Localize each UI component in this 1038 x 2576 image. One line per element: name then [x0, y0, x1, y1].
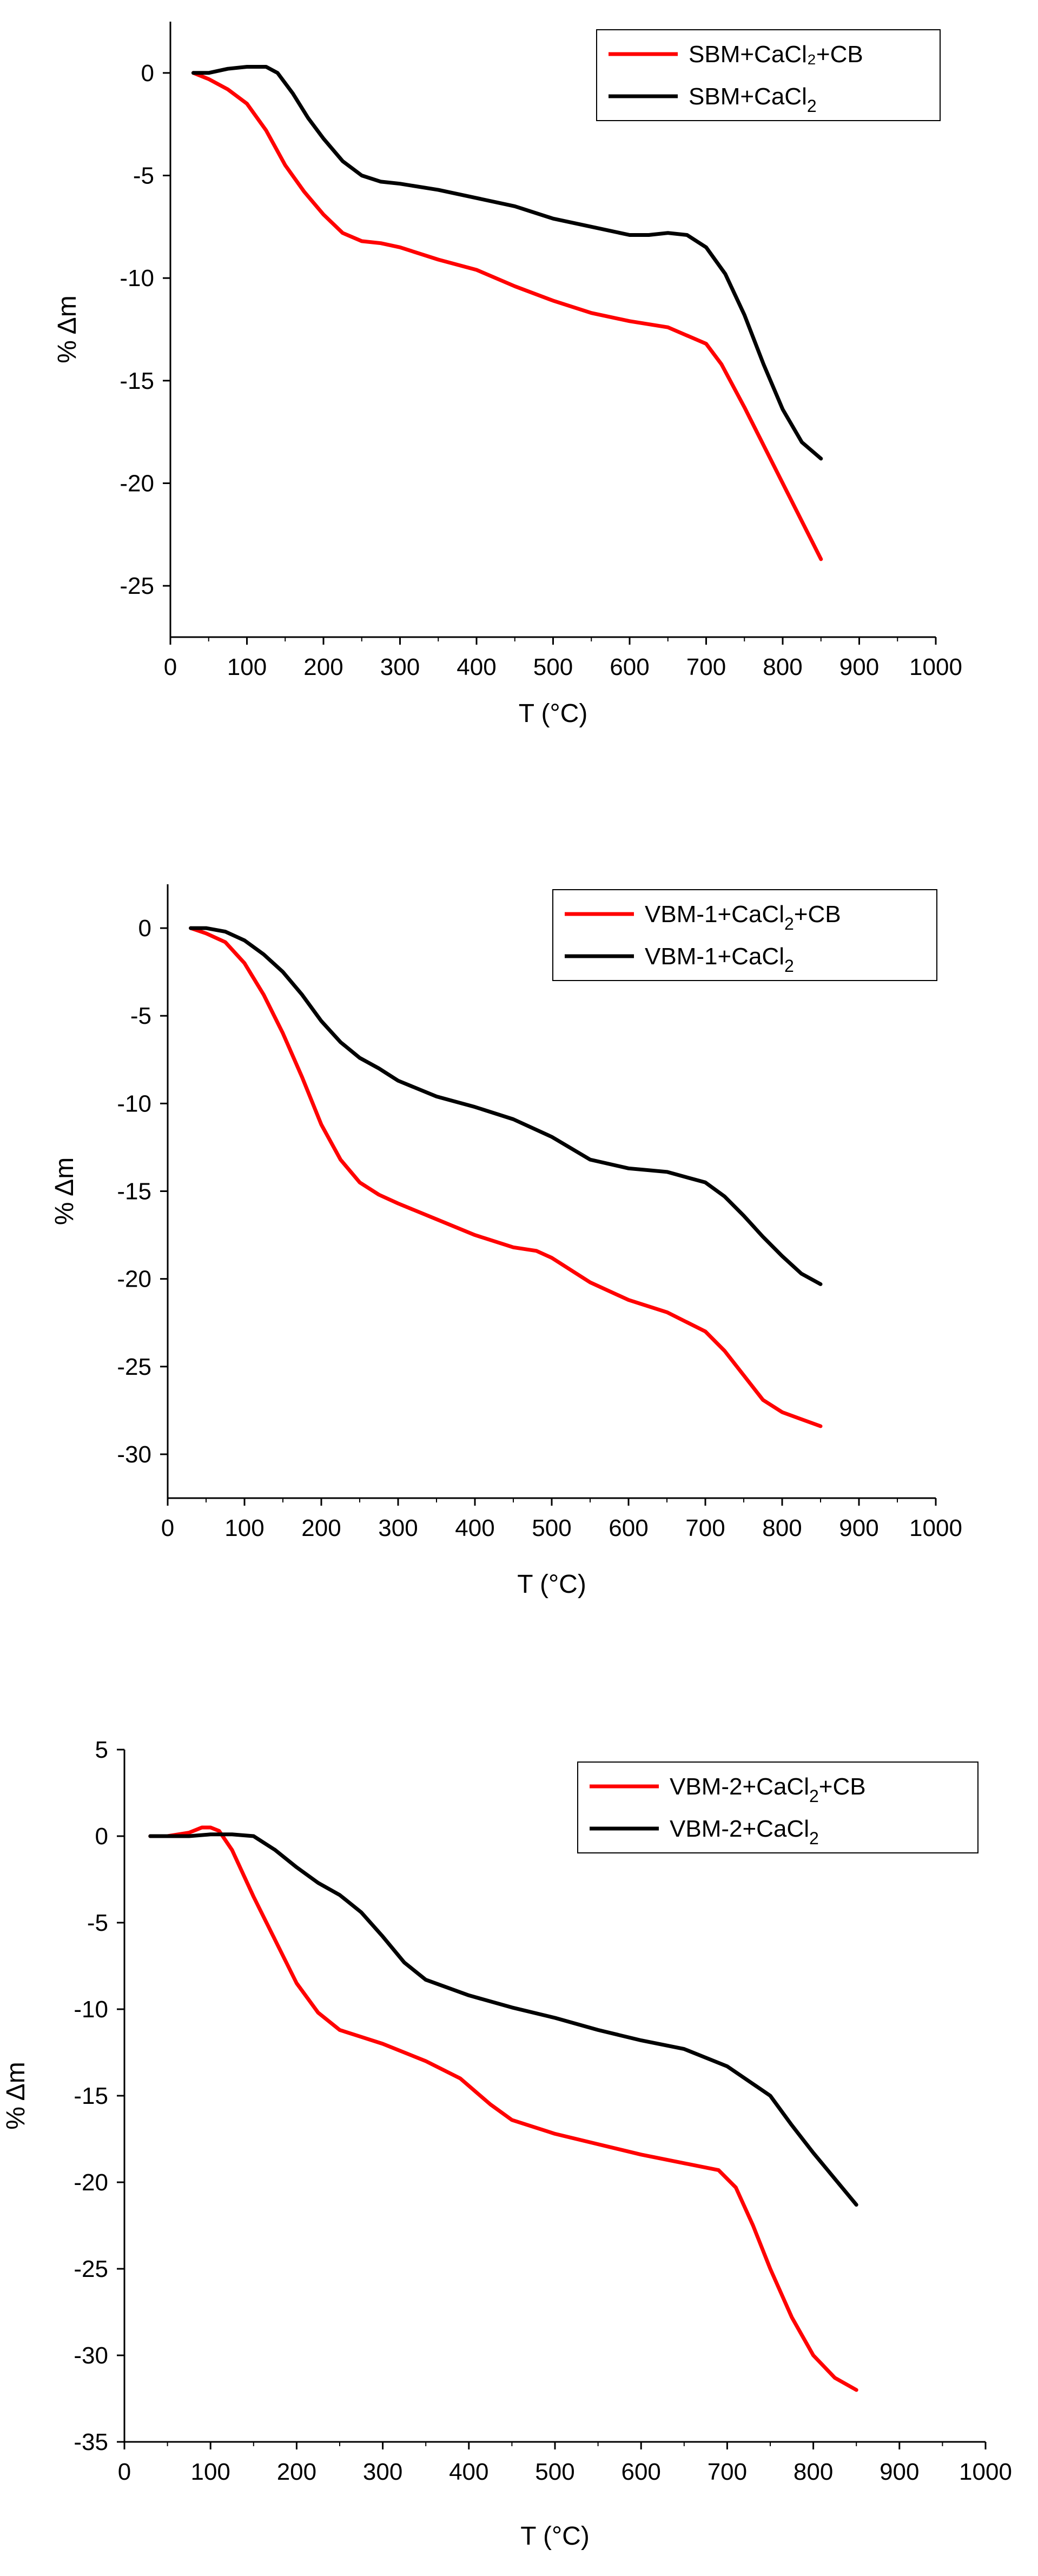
legend-label: VBM-1+CaCl2	[645, 943, 794, 976]
x-axis-title: T (°C)	[520, 2522, 590, 2551]
legend-label-subscript: 2	[784, 914, 794, 933]
legend-label-tail: +CB	[819, 1773, 866, 1800]
y-tick-label: 0	[138, 915, 151, 942]
x-tick-label: 600	[609, 1515, 648, 1541]
x-tick-label: 600	[621, 2459, 660, 2485]
y-tick-label: -25	[120, 573, 154, 599]
x-tick-label: 100	[190, 2459, 230, 2485]
x-tick-label: 1000	[959, 2459, 1012, 2485]
x-tick-label: 300	[363, 2459, 402, 2485]
y-tick-label: -20	[117, 1266, 151, 1293]
y-tick-label: -15	[74, 2083, 108, 2109]
y-tick-label: -10	[117, 1090, 151, 1117]
legend-label: VBM-2+CaCl2+CB	[670, 1773, 866, 1806]
y-tick-label: -20	[120, 471, 154, 497]
x-tick-label: 400	[455, 1515, 494, 1541]
x-tick-label: 500	[532, 1515, 571, 1541]
y-tick-label: -25	[117, 1354, 151, 1380]
y-axis-title: % Δm	[50, 1157, 79, 1225]
y-tick-label: -30	[74, 2342, 108, 2369]
x-tick-label: 900	[839, 1515, 878, 1541]
x-tick-label: 500	[533, 654, 573, 680]
x-tick-label: 0	[118, 2459, 131, 2485]
x-tick-label: 500	[535, 2459, 574, 2485]
x-tick-label: 800	[762, 1515, 802, 1541]
x-tick-label: 200	[301, 1515, 341, 1541]
y-tick-label: -5	[130, 1003, 151, 1029]
series-line-red	[191, 71, 823, 561]
legend-label: VBM-1+CaCl2+CB	[645, 901, 841, 933]
legend-label-main: VBM-1+CaCl	[645, 943, 784, 970]
x-axis-title: T (°C)	[519, 699, 588, 728]
y-tick-label: -15	[117, 1178, 151, 1205]
series-line-black	[189, 926, 823, 1286]
x-tick-label: 300	[380, 654, 420, 680]
legend-label-subscript: 2	[809, 1829, 819, 1848]
y-tick-label: -25	[74, 2256, 108, 2282]
x-tick-label: 200	[303, 654, 343, 680]
legend-box	[552, 889, 937, 981]
legend-label-tail: +CB	[794, 901, 841, 928]
x-tick-label: 900	[880, 2459, 919, 2485]
y-tick-label: -15	[120, 368, 154, 394]
x-tick-label: 700	[708, 2459, 747, 2485]
legend-label-subscript: 2	[807, 96, 817, 116]
x-tick-label: 400	[457, 654, 496, 680]
x-tick-label: 400	[449, 2459, 488, 2485]
x-tick-label: 600	[610, 654, 649, 680]
y-tick-label: 5	[95, 1737, 108, 1763]
y-tick-label: 0	[141, 60, 154, 87]
series-line-black	[148, 1832, 858, 2207]
legend-label-main: SBM+CaCl₂+CB	[689, 41, 863, 68]
y-tick-label: -5	[133, 163, 154, 189]
x-tick-label: 200	[277, 2459, 316, 2485]
x-tick-label: 700	[685, 1515, 725, 1541]
y-axis-title: % Δm	[53, 295, 82, 363]
legend-label: VBM-2+CaCl2	[670, 1816, 819, 1848]
series-line-red	[189, 926, 823, 1428]
legend-label-subscript: 2	[809, 1786, 819, 1806]
y-tick-label: -35	[74, 2429, 108, 2455]
y-tick-label: 0	[95, 1823, 108, 1850]
series-line-black	[191, 65, 823, 461]
y-tick-label: -20	[74, 2169, 108, 2196]
legend-label-main: VBM-1+CaCl	[645, 901, 784, 928]
y-tick-label: -5	[87, 1910, 108, 1936]
x-tick-label: 100	[224, 1515, 264, 1541]
chart-panel-1: 0 100 200 300 400 500 600 700 800 900 1000 0 -5 -10 -1…	[53, 22, 962, 728]
x-tick-label: 800	[763, 654, 802, 680]
legend-label-main: SBM+CaCl	[689, 83, 807, 110]
x-tick-label: 0	[164, 654, 177, 680]
legend-label-subscript: 2	[784, 956, 794, 976]
legend-label: SBM+CaCl₂+CB	[689, 41, 863, 68]
x-tick-label: 1000	[909, 654, 962, 680]
legend-box	[596, 29, 941, 121]
x-tick-label: 700	[686, 654, 726, 680]
x-tick-label: 800	[794, 2459, 833, 2485]
x-tick-label: 100	[227, 654, 267, 680]
y-tick-label: -10	[74, 1996, 108, 2023]
legend-label-main: VBM-2+CaCl	[670, 1816, 809, 1842]
x-axis-title: T (°C)	[517, 1570, 586, 1599]
legend-box	[577, 1762, 979, 1853]
series-line-red	[148, 1825, 858, 2392]
x-tick-label: 1000	[909, 1515, 962, 1541]
legend-label-main: VBM-2+CaCl	[670, 1773, 809, 1800]
chart-panel-3: 0 100 200 300 400 500 600 700 800 900 1000 5 0 -5 -10 -…	[2, 1737, 1012, 2551]
y-tick-label: -30	[117, 1441, 151, 1468]
y-tick-label: -10	[120, 265, 154, 292]
x-tick-label: 0	[161, 1515, 174, 1541]
legend-label: SBM+CaCl2	[689, 83, 817, 116]
x-tick-label: 300	[378, 1515, 418, 1541]
chart-panel-2: 0 100 200 300 400 500 600 700 800 900 1000 0 -5 -10 -1…	[50, 884, 962, 1599]
x-tick-label: 900	[839, 654, 879, 680]
y-axis-title: % Δm	[2, 2062, 30, 2129]
